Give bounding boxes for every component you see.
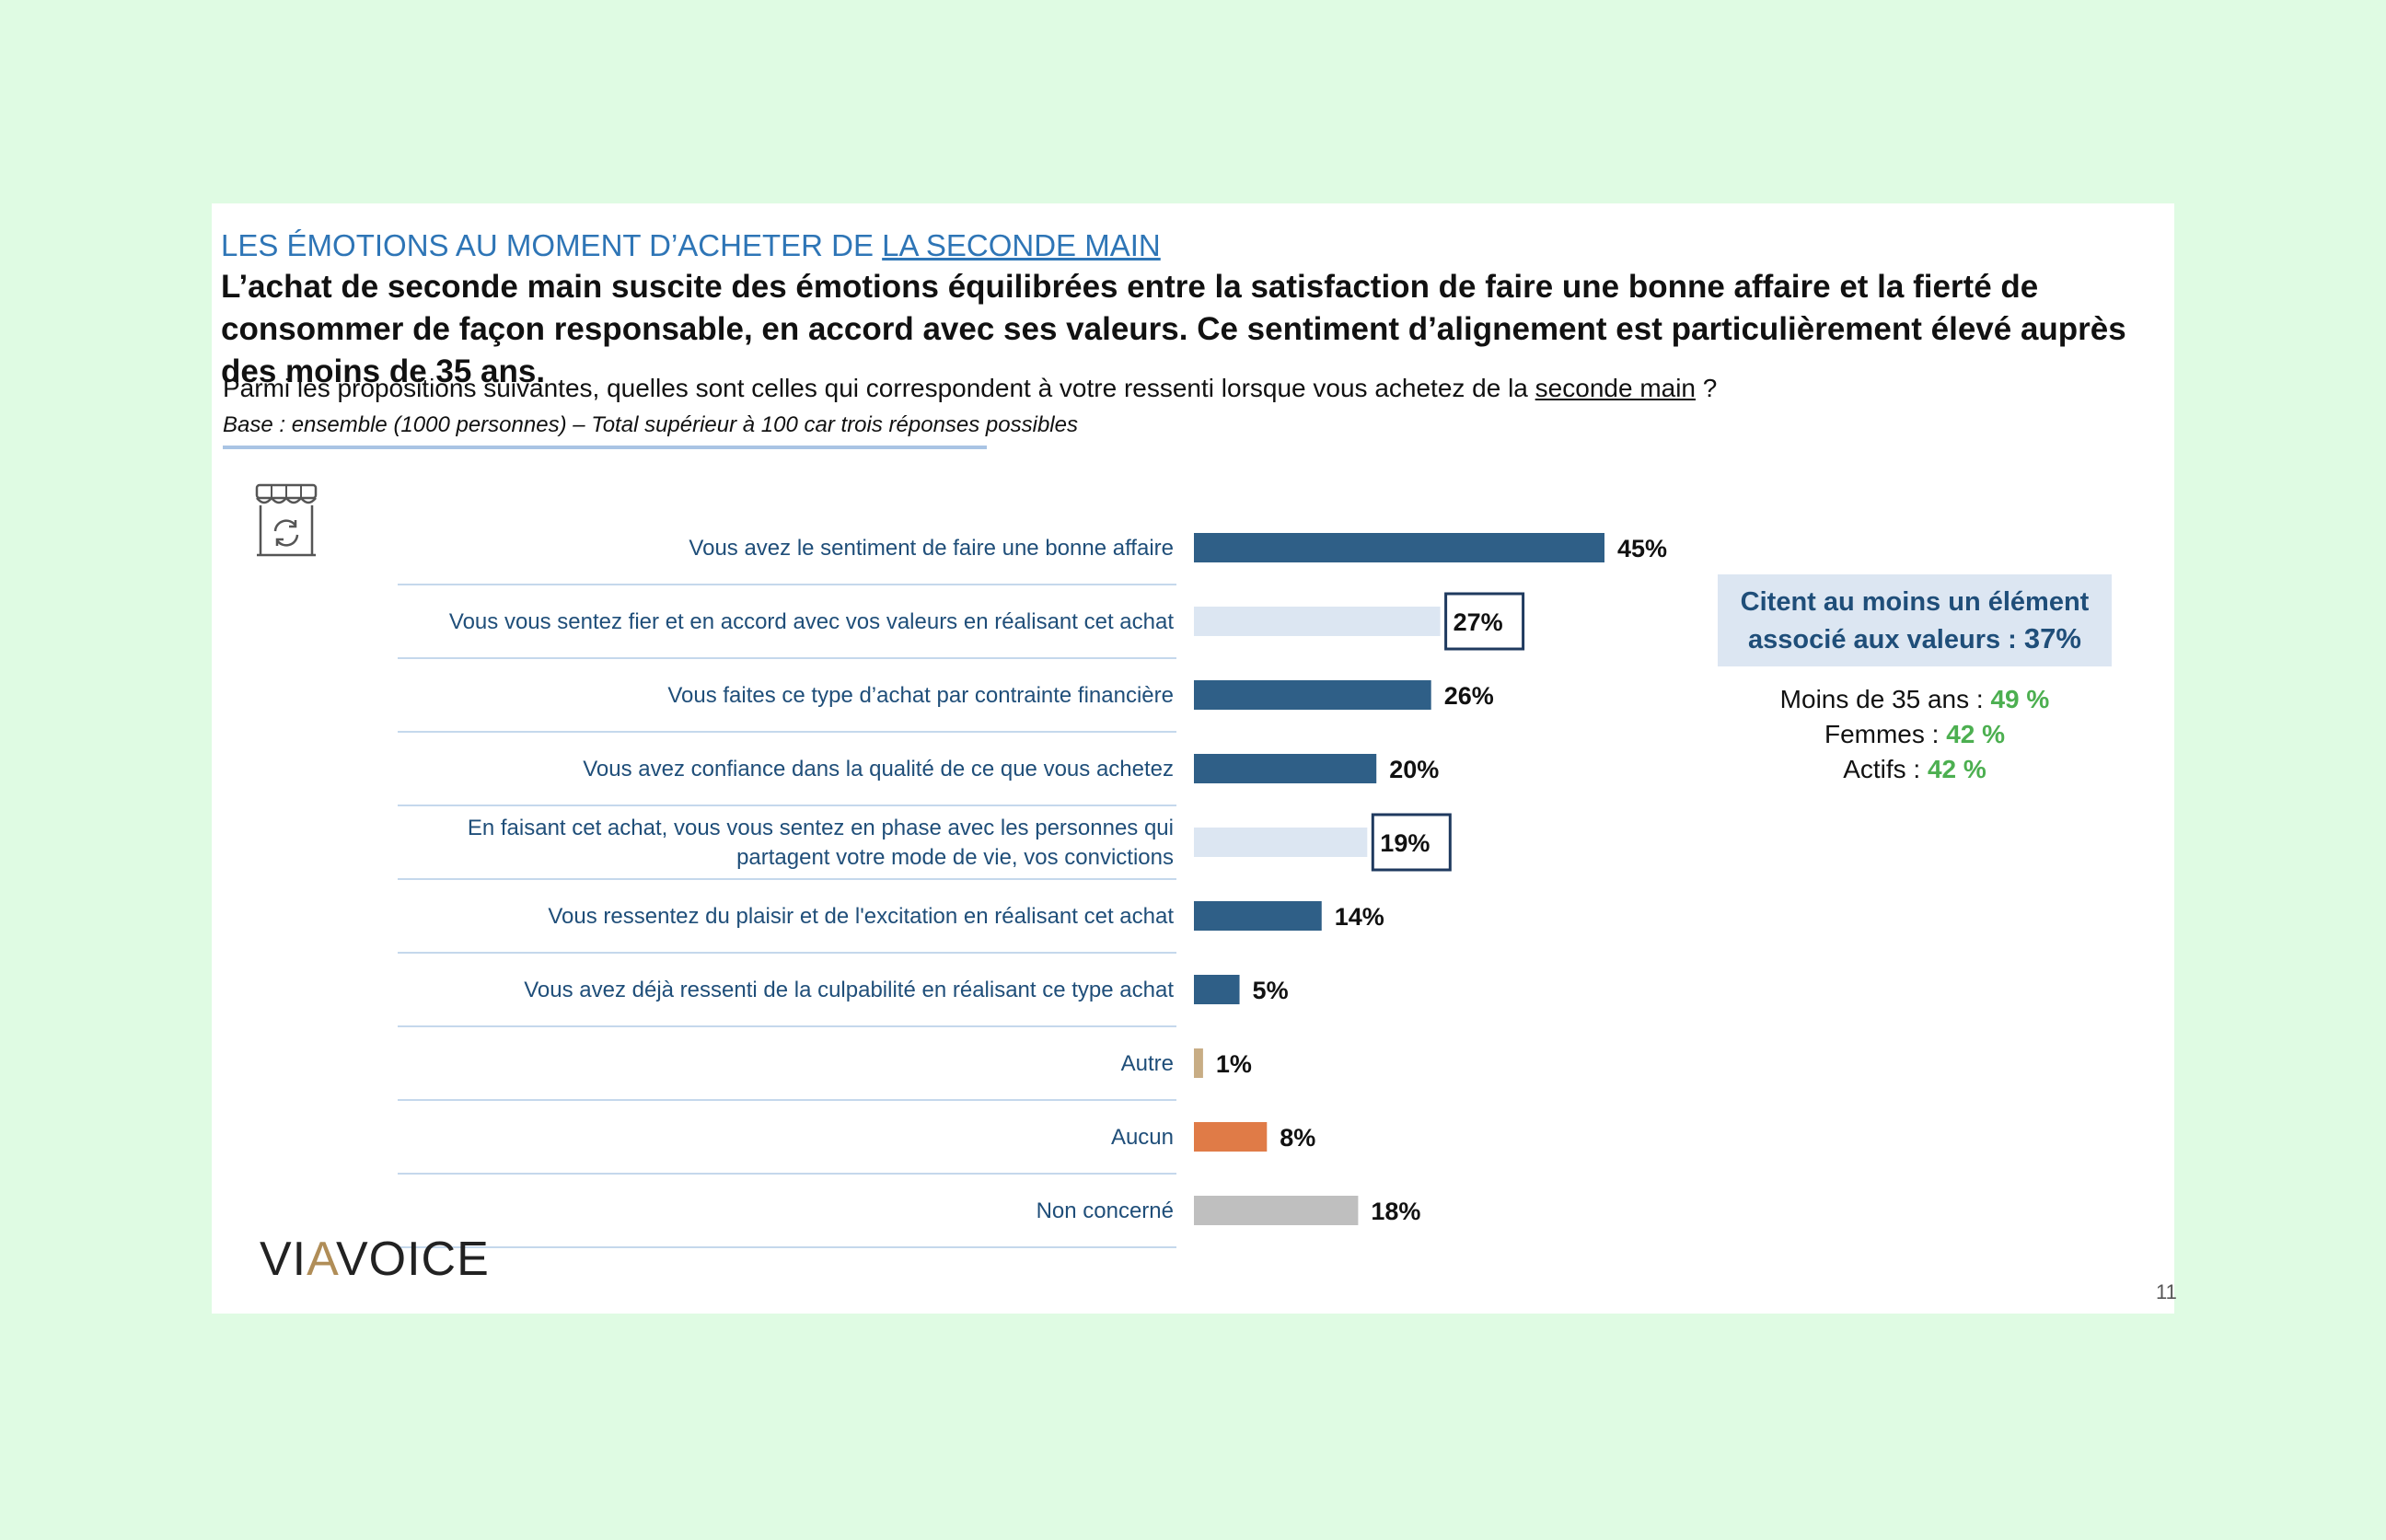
segment-row: Actifs : 42 % [1718, 752, 2112, 787]
value-label: 8% [1280, 1124, 1315, 1152]
kicker-underlined: LA SECONDE MAIN [882, 228, 1161, 262]
category-label: Vous avez déjà ressenti de la culpabilit… [524, 978, 1174, 1002]
value-label: 18% [1371, 1198, 1420, 1225]
shop-refresh-icon [255, 483, 318, 557]
headline: L’achat de seconde main suscite des émot… [221, 269, 2126, 389]
bar [1194, 901, 1322, 931]
value-highlight-box [1371, 813, 1452, 872]
callout-value: 37% [2023, 621, 2081, 654]
value-label: 26% [1444, 682, 1494, 710]
value-label: 19% [1380, 829, 1430, 857]
bar [1194, 1048, 1203, 1078]
viavoice-logo: VIAVOICE [260, 1232, 490, 1287]
value-label: 27% [1454, 608, 1503, 636]
bar [1194, 828, 1368, 857]
category-label: Vous ressentez du plaisir et de l'excita… [548, 904, 1174, 929]
value-label: 14% [1335, 903, 1384, 931]
segment-breakdown: Moins de 35 ans : 49 % Femmes : 42 % Act… [1718, 682, 2112, 787]
bar [1194, 680, 1431, 710]
base-note: Base : ensemble (1000 personnes) – Total… [223, 412, 1078, 437]
category-label: partagent votre mode de vie, vos convict… [736, 845, 1174, 870]
bar [1194, 975, 1240, 1004]
bar [1194, 533, 1604, 562]
segment-label: Femmes : [1824, 720, 1947, 748]
category-label: Non concerné [1037, 1198, 1174, 1223]
category-label: Vous faites ce type d’achat par contrain… [667, 683, 1174, 708]
segment-value: 49 % [1990, 685, 2050, 713]
segment-row: Moins de 35 ans : 49 % [1718, 682, 2112, 717]
category-label: Vous avez le sentiment de faire une bonn… [689, 536, 1174, 561]
value-label: 5% [1253, 977, 1289, 1004]
bar [1194, 1196, 1359, 1225]
value-label: 1% [1216, 1050, 1252, 1078]
segment-label: Moins de 35 ans : [1779, 685, 1991, 713]
category-label: En faisant cet achat, vous vous sentez e… [468, 816, 1174, 840]
question-suffix: ? [1696, 374, 1718, 402]
section-kicker: LES ÉMOTIONS AU MOMENT D’ACHETER DE LA S… [221, 228, 1161, 263]
segment-value: 42 % [1927, 755, 1986, 783]
value-label: 20% [1389, 756, 1439, 783]
logo-part-1: VI [260, 1233, 307, 1286]
question-underlined: seconde main [1535, 374, 1697, 402]
value-label: 45% [1617, 535, 1667, 562]
bar [1194, 607, 1441, 636]
segment-row: Femmes : 42 % [1718, 717, 2112, 752]
callout-line2: associé aux valeurs : 37% [1741, 620, 2090, 658]
bar [1194, 1122, 1268, 1152]
bar [1194, 754, 1377, 783]
callout-line2-prefix: associé aux valeurs : [1748, 624, 2024, 654]
bar-chart: Vous avez le sentiment de faire une bonn… [398, 533, 1667, 1248]
category-label: Vous avez confiance dans la qualité de c… [583, 757, 1174, 782]
category-label: Vous vous sentez fier et en accord avec … [449, 609, 1174, 634]
logo-accent: A [307, 1233, 336, 1286]
question-prefix: Parmi les propositions suivantes, quelle… [223, 374, 1535, 402]
values-callout: Citent au moins un élément associé aux v… [1718, 574, 2112, 666]
page-number: 11 [2156, 1280, 2177, 1303]
kicker-prefix: LES ÉMOTIONS AU MOMENT D’ACHETER DE [221, 228, 883, 262]
logo-part-2: VOICE [335, 1233, 490, 1286]
category-label: Autre [1121, 1051, 1174, 1076]
base-underline-rule [223, 446, 987, 449]
value-highlight-box [1444, 592, 1525, 651]
segment-label: Actifs : [1843, 755, 1928, 783]
segment-value: 42 % [1946, 720, 2006, 748]
callout-line1: Citent au moins un élément [1740, 586, 2090, 617]
category-label: Aucun [1111, 1125, 1174, 1150]
survey-question: Parmi les propositions suivantes, quelle… [223, 374, 1717, 403]
slide: LES ÉMOTIONS AU MOMENT D’ACHETER DE LA S… [212, 203, 2177, 1314]
